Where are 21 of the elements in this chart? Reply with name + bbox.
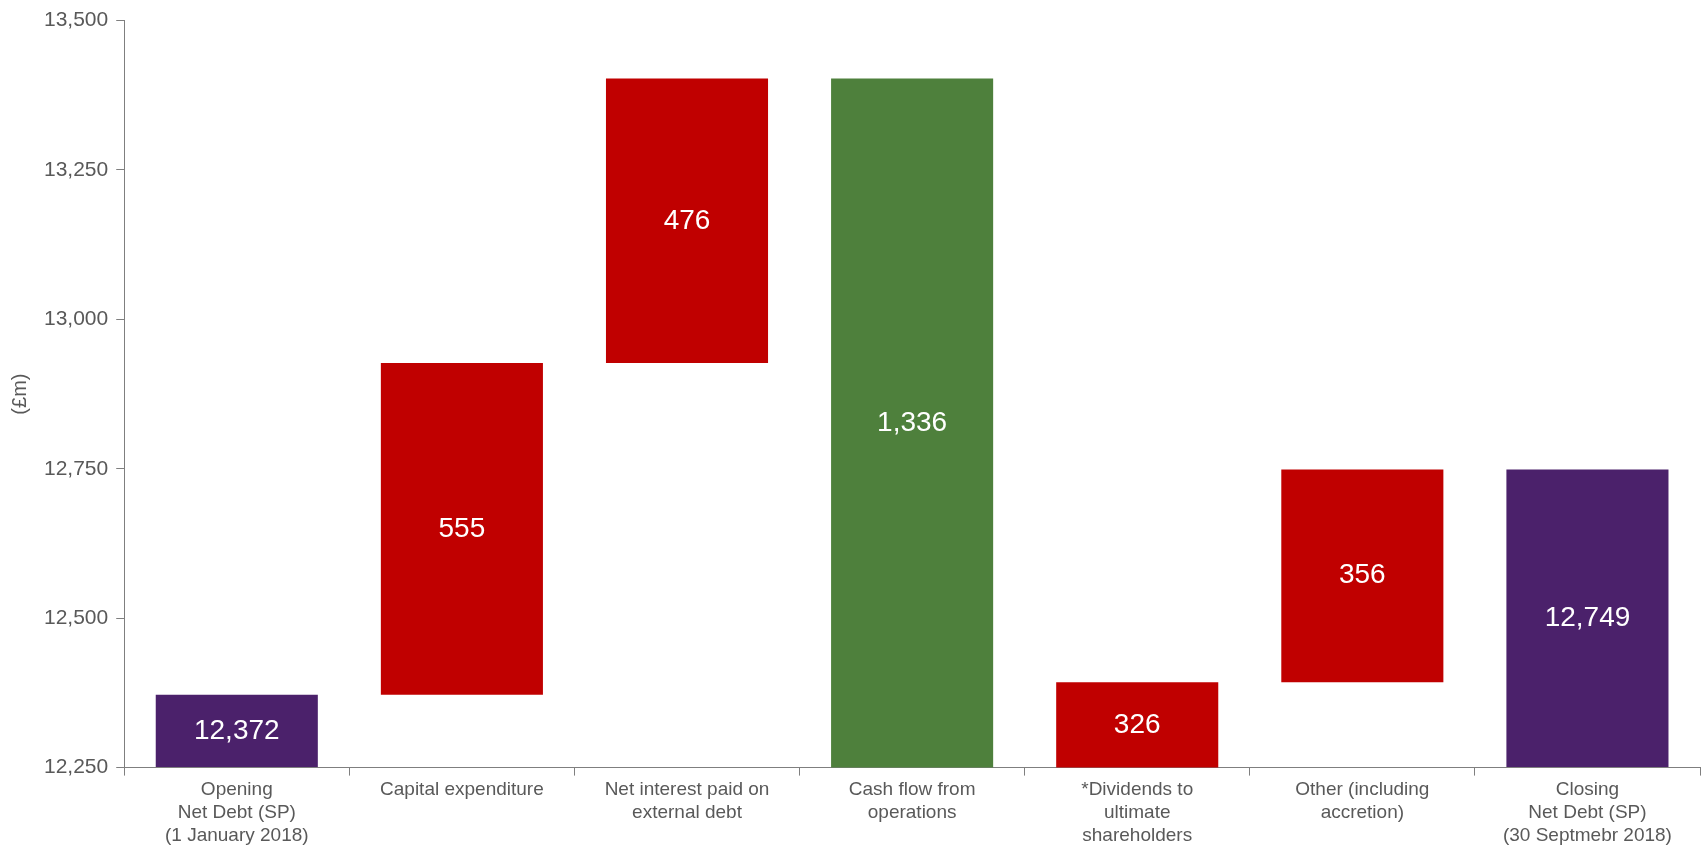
y-tick-label: 12,250 bbox=[44, 754, 109, 778]
x-tick-label: Opening Net Debt (SP) (1 January 2018) bbox=[164, 778, 309, 845]
y-tick-label: 12,750 bbox=[44, 455, 109, 479]
data-label: 12,372 bbox=[193, 713, 280, 745]
x-tick-label: Net interest paid on external debt bbox=[604, 778, 770, 823]
data-label: 555 bbox=[438, 511, 486, 543]
y-tick-label: 13,500 bbox=[44, 7, 109, 31]
y-tick-label: 12,500 bbox=[44, 605, 109, 628]
data-label: 356 bbox=[1338, 558, 1386, 590]
x-tick-label: *Dividends to ultimate shareholders bbox=[1081, 778, 1194, 845]
data-label: 1,336 bbox=[877, 405, 948, 437]
y-tick-label: 13,000 bbox=[44, 306, 109, 330]
y-axis-title: (£m) bbox=[7, 373, 30, 415]
x-tick-label: Closing Net Debt (SP) (30 Septmebr 2018) bbox=[1502, 778, 1672, 845]
data-label: 12,749 bbox=[1544, 600, 1631, 632]
data-label: 326 bbox=[1113, 707, 1161, 739]
x-tick-label: Other (including accretion) bbox=[1295, 778, 1430, 823]
x-tick-label: Capital expenditure bbox=[380, 778, 544, 800]
y-tick-label: 13,250 bbox=[44, 156, 109, 180]
data-label: 476 bbox=[663, 203, 711, 235]
x-tick-label: Cash flow from operations bbox=[848, 778, 976, 823]
